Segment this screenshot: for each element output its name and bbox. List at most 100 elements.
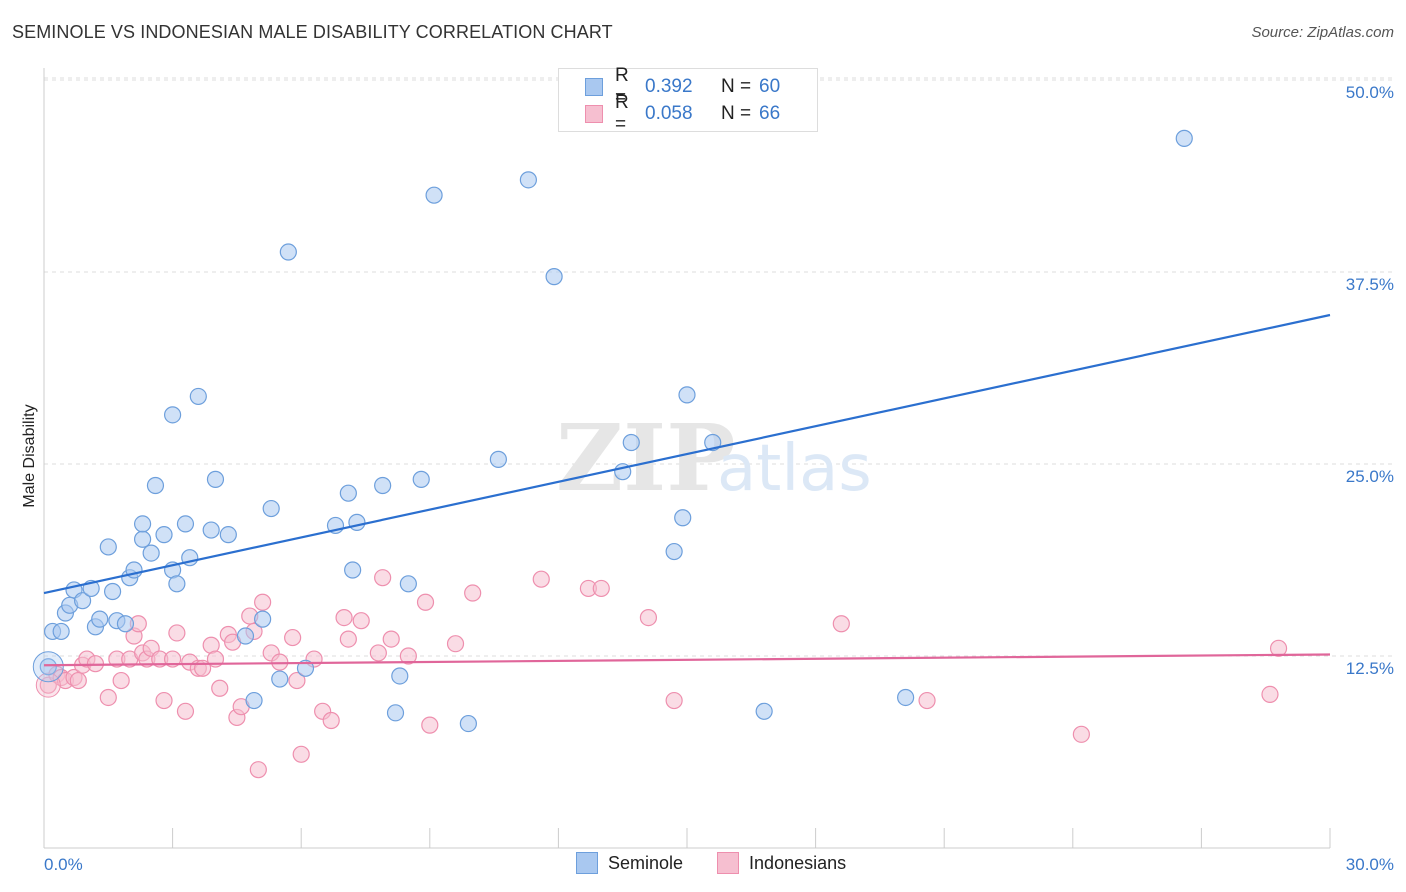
indonesians-point — [176, 702, 195, 720]
seminole-point — [168, 575, 186, 593]
indonesians-points — [35, 569, 1288, 779]
seminole-point — [348, 513, 366, 531]
seminole-point — [678, 386, 696, 404]
indonesians-point — [288, 671, 306, 690]
indonesians-point — [249, 761, 267, 779]
x-tick-max: 30.0% — [1346, 855, 1394, 874]
indonesians-swatch — [717, 852, 740, 874]
seminole-point — [202, 521, 220, 539]
seminole-point — [189, 387, 207, 406]
indonesians-point — [639, 608, 658, 627]
indonesians-point — [464, 584, 482, 602]
y-tick-label: 25.0% — [1346, 467, 1394, 486]
indonesians-point — [446, 635, 465, 653]
seminole-point — [271, 670, 289, 688]
seminole-point — [146, 476, 165, 495]
legend-label-indonesians: Indonesians — [749, 852, 847, 873]
indonesians-point — [339, 630, 357, 648]
legend-item-indonesians[interactable]: Indonesians — [717, 852, 846, 874]
n-value: 66 — [759, 103, 781, 124]
legend-series: Seminole Indonesians — [576, 852, 880, 874]
seminole-point — [103, 582, 122, 601]
seminole-point — [39, 658, 57, 676]
indonesians-trend-line — [43, 653, 1331, 667]
seminole-point — [755, 702, 773, 720]
seminole-point — [344, 561, 362, 579]
seminole-point — [116, 615, 135, 633]
indonesians-point — [592, 579, 610, 598]
seminole-point — [254, 610, 272, 628]
seminole-point — [459, 714, 477, 733]
indonesians-point — [69, 671, 87, 690]
chart-title: SEMINOLE VS INDONESIAN MALE DISABILITY C… — [12, 22, 613, 42]
seminole-point — [391, 667, 409, 685]
indonesians-point — [1269, 639, 1288, 657]
trend-lines — [43, 313, 1331, 667]
r-label: R = — [615, 65, 629, 108]
indonesians-point — [421, 716, 439, 734]
watermark-zip: ZIP — [556, 404, 735, 512]
seminole-point — [245, 691, 263, 710]
indonesians-point — [322, 711, 340, 730]
seminole-point — [339, 484, 357, 502]
seminole-swatch — [576, 852, 598, 874]
watermark-atlas: atlas — [717, 432, 872, 506]
seminole-point — [374, 476, 392, 495]
source-label: Source: ZipAtlas.com — [1251, 24, 1394, 41]
seminole-point — [386, 704, 405, 722]
indonesians-point — [369, 644, 387, 662]
indonesians-swatch — [585, 105, 603, 123]
indonesians-point — [382, 630, 400, 648]
indonesians-point — [168, 624, 186, 642]
x-tick-min: 0.0% — [44, 855, 83, 874]
seminole-point — [296, 659, 315, 677]
seminole-point — [262, 499, 280, 518]
indonesians-point — [374, 569, 392, 587]
indonesians-point — [665, 691, 683, 710]
r-label: R = — [615, 92, 629, 135]
seminole-point — [133, 530, 152, 548]
seminole-point-large — [32, 651, 64, 683]
axes — [43, 68, 1331, 849]
seminole-point — [519, 171, 537, 189]
seminole-point — [142, 544, 160, 562]
indonesians-point — [832, 615, 850, 633]
n-value: 60 — [759, 76, 781, 97]
seminole-point — [665, 542, 683, 561]
seminole-point — [279, 243, 297, 261]
seminole-point — [155, 526, 173, 544]
indonesians-point — [99, 688, 117, 707]
legend-row-indonesians: R = 0.058 N = 66 — [585, 92, 781, 135]
seminole-point — [545, 268, 563, 286]
seminole-point — [236, 627, 255, 645]
gridlines — [44, 77, 1394, 657]
legend-stats: R = 0.392 N = 60 R = 0.058 N = 66 — [558, 65, 818, 135]
y-tick-label: 50.0% — [1346, 83, 1394, 102]
seminole-point — [622, 433, 640, 452]
seminole-point — [897, 688, 915, 707]
watermark: ZIP atlas — [556, 404, 872, 512]
indonesians-point — [335, 608, 353, 627]
seminole-point — [206, 470, 225, 488]
y-tick-labels: 12.5% 25.0% 37.5% 50.0% — [1346, 83, 1394, 678]
indonesians-point — [352, 612, 370, 630]
seminole-point — [52, 622, 70, 641]
seminole-swatch — [585, 78, 603, 96]
y-axis-label: Male Disability — [21, 404, 38, 507]
y-tick-label: 12.5% — [1346, 659, 1394, 678]
n-label: N = — [721, 76, 752, 97]
indonesians-point — [399, 647, 417, 665]
indonesians-point — [112, 671, 130, 690]
indonesians-point — [416, 593, 435, 611]
indonesians-point — [532, 570, 550, 588]
legend-item-seminole[interactable]: Seminole — [576, 852, 683, 874]
seminole-point — [219, 526, 237, 544]
seminole-point — [412, 470, 430, 488]
indonesians-point — [254, 593, 272, 611]
seminole-point — [164, 406, 182, 424]
legend-row-seminole: R = 0.392 N = 60 — [585, 65, 781, 108]
seminole-point — [674, 509, 692, 527]
indonesians-point — [155, 691, 173, 710]
seminole-point — [73, 592, 92, 610]
